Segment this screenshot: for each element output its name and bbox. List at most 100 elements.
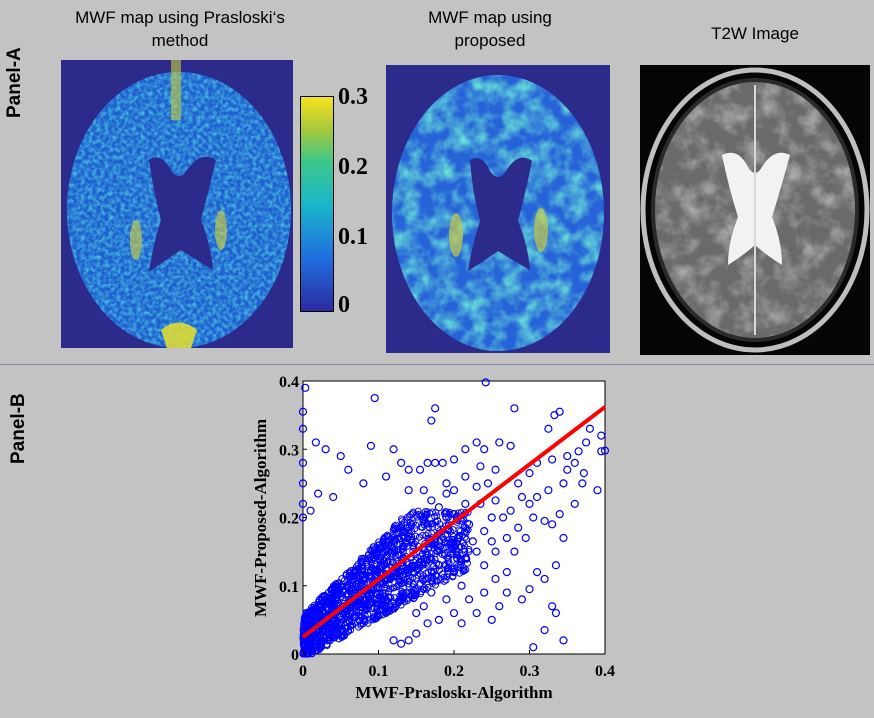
scatter-point <box>472 608 481 618</box>
scatter-point <box>308 637 316 645</box>
colorbar-tick: 0 <box>338 292 350 318</box>
scatter-point <box>361 574 369 582</box>
scatter-point <box>344 613 352 621</box>
scatter-point <box>457 581 466 590</box>
scatter-point <box>336 451 345 461</box>
scatter-point <box>502 588 511 597</box>
scatter-point <box>491 547 500 556</box>
scatter-point <box>455 531 463 539</box>
scatter-point <box>405 526 413 534</box>
scatter-point <box>422 585 430 593</box>
scatter-point <box>376 544 384 552</box>
scatter-point <box>314 489 323 498</box>
scatter-point <box>399 534 407 542</box>
scatter-point <box>361 618 369 626</box>
scatter-point <box>344 616 352 624</box>
scatter-point <box>350 612 358 620</box>
scatter-point <box>301 383 310 392</box>
scatter-point <box>540 516 549 526</box>
colorbar-tick: 0.2 <box>338 154 368 180</box>
scatter-point <box>370 613 378 621</box>
scatter-point <box>480 527 489 536</box>
scatter-point <box>521 533 530 543</box>
scatter-point <box>357 601 365 609</box>
scatter-point <box>381 472 391 481</box>
scatter-point <box>517 595 527 604</box>
scatter-point <box>315 638 323 646</box>
scatter-point <box>350 568 358 576</box>
scatter-point <box>491 496 500 505</box>
scatter-point <box>460 545 468 553</box>
scatter-point <box>597 431 606 440</box>
scatter-point <box>345 568 353 576</box>
scatter-point <box>472 547 481 556</box>
x-axis-label: MWF-Prasloskı-Algorithm <box>355 683 552 702</box>
scatter-point <box>417 552 425 560</box>
scatter-point <box>361 603 369 611</box>
scatter-point <box>311 644 319 652</box>
scatter-point <box>529 643 538 652</box>
scatter-point <box>396 535 404 543</box>
scatter-point <box>570 499 579 508</box>
scatter-point <box>382 546 390 554</box>
scatter-point <box>491 574 500 584</box>
scatter-point <box>377 557 385 565</box>
scatter-point <box>329 626 337 634</box>
scatter-point <box>382 609 390 617</box>
scatter-point <box>395 530 403 538</box>
scatter-point <box>393 573 401 581</box>
scatter-point <box>386 607 394 615</box>
y-axis-ticks: 0 0.1 0.2 0.3 0.4 <box>279 374 307 664</box>
colorbar <box>300 96 334 312</box>
scatter-point <box>582 438 591 447</box>
scatter-point <box>449 486 459 495</box>
scatter-point <box>377 563 385 571</box>
scatter-point <box>367 559 375 567</box>
scatter-point <box>445 559 453 567</box>
scatter-point <box>429 569 437 577</box>
scatter-point <box>415 465 425 474</box>
scatter-point <box>412 608 421 618</box>
scatter-point <box>436 537 444 545</box>
mwf-map-proposed <box>386 65 610 353</box>
scatter-point <box>318 593 326 601</box>
scatter-point <box>318 602 326 610</box>
scatter-point <box>299 626 307 634</box>
scatter-point <box>408 538 416 546</box>
scatter-point <box>551 608 561 618</box>
scatter-point <box>434 615 443 624</box>
scatter-point <box>442 508 450 516</box>
scatter-point <box>446 508 454 516</box>
scatter-point <box>392 603 400 611</box>
scatter-point <box>399 589 407 597</box>
map-title-proposed: MWF map using proposed <box>428 8 552 50</box>
scatter-point <box>559 533 568 543</box>
scatter-point <box>517 492 527 502</box>
scatter-point <box>578 479 587 488</box>
scatter-point <box>373 585 381 593</box>
scatter-point <box>506 506 515 515</box>
scatter-point <box>373 605 381 613</box>
scatter-point <box>459 539 467 547</box>
scatter-point <box>495 602 504 611</box>
scatter-point <box>393 583 401 591</box>
scatter-point <box>532 492 542 502</box>
scatter-point <box>404 465 413 474</box>
scatter-point <box>461 472 470 481</box>
scatter-point <box>555 407 564 416</box>
panel-a: Panel-A MWF map using Prasloski‘s method… <box>0 8 874 365</box>
scatter-point <box>408 561 416 569</box>
scatter-point <box>525 469 534 478</box>
scatter-point <box>321 634 329 642</box>
scatter-point <box>357 573 365 581</box>
scatter-point <box>345 573 353 581</box>
scatter-point <box>491 465 500 474</box>
scatter-point <box>472 438 481 447</box>
scatter-point <box>306 635 314 643</box>
scatter-point <box>298 479 308 488</box>
scatter-point <box>390 549 398 557</box>
scatter-point <box>400 518 408 526</box>
scatter-point <box>563 451 572 461</box>
scatter-point <box>436 576 444 584</box>
scatter-point <box>498 513 508 522</box>
